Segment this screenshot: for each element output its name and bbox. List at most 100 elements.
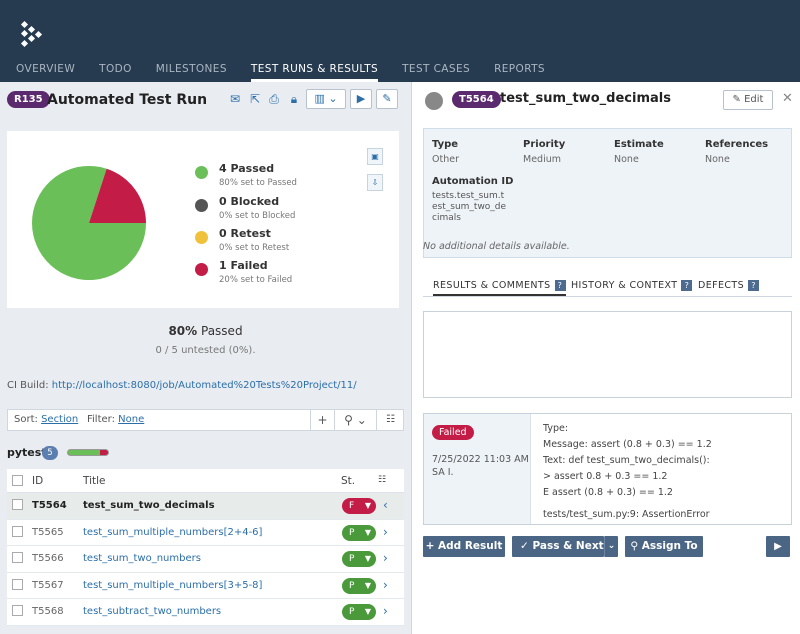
row-status-pill[interactable]: P ▼ [342,577,376,594]
sort-link[interactable]: Section [41,414,79,425]
edit-button[interactable]: ✎ Edit [723,90,773,110]
logo-icon[interactable] [20,20,44,48]
row-checkbox[interactable] [12,499,23,510]
test-properties: Type Other Priority Medium Estimate None… [423,128,792,258]
row-title[interactable]: test_sum_multiple_numbers[2+4-6] [83,526,263,538]
filter-control: Filter: None [87,414,144,425]
table-row[interactable]: T5566 test_sum_two_numbers P ▼ › [7,546,404,573]
summary-percent: 80% [168,324,198,338]
row-status-letter: P [349,607,355,617]
chevron-right-icon[interactable]: › [383,524,388,539]
type-value: Other [432,154,459,165]
pass-next-button[interactable]: ✓ Pass & Next [512,536,604,557]
help-icon[interactable]: ? [681,280,693,291]
assign-dropdown-icon[interactable]: ⚲ ⌄ [334,410,376,430]
row-status-letter: P [349,554,355,564]
stats-panel: 4 Passed 80% set to Passed 0 Blocked 0% … [7,131,399,308]
play-button[interactable]: ▶ [350,89,372,109]
tab-results-comments[interactable]: RESULTS & COMMENTS? [433,280,566,296]
print-icon[interactable]: ⎙ [269,92,279,106]
table-row[interactable]: T5567 test_sum_multiple_numbers[3+5-8] P ▼ › [7,573,404,599]
export-icon[interactable]: ⇱ [249,92,261,106]
automation-value-2: est_sum_two_de [432,202,507,212]
row-checkbox[interactable] [12,525,23,537]
chevron-left-icon[interactable]: ‹ [383,498,388,512]
table-row[interactable]: T5564 test_sum_two_decimals F ▼ ‹ [7,493,404,520]
edit-run-button[interactable]: ✎ [376,89,398,109]
run-panel: R135 Automated Test Run ✉ ⇱ ⎙ 🔒︎ ▥ ⌄ ▶ ✎… [0,82,411,634]
assign-to-button[interactable]: ⚲ Assign To [625,536,703,557]
tests-table: ID Title St. ☷ T5564 test_sum_two_decimal… [7,469,404,626]
row-id: T5566 [32,553,64,564]
row-title[interactable]: test_sum_two_numbers [83,553,201,564]
row-title[interactable]: test_sum_multiple_numbers[3+5-8] [83,579,263,591]
comment-textarea[interactable] [423,311,792,398]
table-row[interactable]: T5565 test_sum_multiple_numbers[2+4-6] P ▼ › [7,520,404,546]
row-status-pill[interactable]: P ▼ [342,604,376,620]
help-icon[interactable]: ? [554,280,566,291]
nav-test-runs[interactable]: TEST RUNS & RESULTS [250,59,379,82]
email-icon[interactable]: ✉ [229,92,241,106]
add-result-button[interactable]: + Add Result [423,536,505,557]
pencil-icon: ✎ [732,94,741,105]
row-status-pill[interactable]: F ▼ [342,498,376,514]
ci-link[interactable]: http://localhost:8080/job/Automated%20Te… [51,380,357,391]
failed-dot [195,263,208,276]
group-progress-fill [68,450,100,455]
chevron-down-icon: ▼ [364,580,371,590]
run-id-badge: R135 [7,91,50,108]
play-icon[interactable]: ▶ [766,536,790,557]
nav-overview[interactable]: OVERVIEW [16,63,76,75]
assign-label: Assign To [641,540,698,552]
result-line: Text: def test_sum_two_decimals(): [543,455,710,466]
download-csv-icon[interactable]: ⇩ [367,174,383,191]
chevron-right-icon[interactable]: › [383,577,388,592]
add-icon[interactable]: + [310,410,334,430]
col-title[interactable]: Title [83,475,106,487]
col-id[interactable]: ID [32,475,44,487]
lock-icon[interactable]: 🔒︎ [290,92,298,106]
row-title[interactable]: test_sum_two_decimals [83,500,215,511]
pie-slice-failed [89,168,146,223]
legend-sub: 20% set to Failed [219,275,293,285]
estimate-heading: Estimate [614,139,664,150]
help-icon[interactable]: ? [748,280,760,291]
tab-history-context[interactable]: HISTORY & CONTEXT? [571,280,693,291]
row-status-pill[interactable]: P ▼ [342,524,376,541]
legend-sub: 0% set to Retest [219,243,290,253]
row-title[interactable]: test_subtract_two_numbers [83,606,222,617]
table-header: ID Title St. ☷ [7,469,404,493]
nav-test-cases[interactable]: TEST CASES [402,63,471,75]
status-circle[interactable] [425,92,443,110]
row-id: T5568 [32,606,64,617]
blocked-dot [195,199,208,212]
table-row[interactable]: T5568 test_subtract_two_numbers P ▼ › [7,599,404,626]
result-line: Type: [543,423,569,434]
filter-link[interactable]: None [118,414,145,425]
nav-reports[interactable]: REPORTS [494,63,545,75]
download-image-icon[interactable]: ▣ [367,148,383,165]
chevron-right-icon[interactable]: › [383,604,388,618]
columns-icon[interactable]: ☷ [376,410,404,430]
edit-label: Edit [744,94,764,105]
close-icon[interactable]: ✕ [782,91,793,106]
automation-heading: Automation ID [432,176,514,187]
ci-label: CI Build: [7,380,49,391]
run-title: Automated Test Run [47,92,208,108]
col-status[interactable]: St. [341,475,356,487]
columns-icon[interactable]: ☷ [378,475,387,485]
result-line: E assert (0.8 + 0.3) == 1.2 [543,487,673,498]
row-checkbox[interactable] [12,578,23,590]
chart-dropdown-button[interactable]: ▥ ⌄ [306,89,346,109]
result-date-text: 7/25/2022 11:03 AM [432,454,529,465]
chevron-right-icon[interactable]: › [383,551,388,565]
tab-defects[interactable]: DEFECTS? [698,280,760,291]
nav-milestones[interactable]: MILESTONES [155,63,227,75]
select-all-checkbox[interactable] [12,475,23,486]
row-checkbox[interactable] [12,605,23,616]
legend-label: 0 Retest [219,227,271,240]
pass-next-dropdown[interactable]: ⌄ [604,536,618,557]
nav-todo[interactable]: TODO [99,63,132,75]
row-checkbox[interactable] [12,552,23,563]
row-status-pill[interactable]: P ▼ [342,551,376,567]
